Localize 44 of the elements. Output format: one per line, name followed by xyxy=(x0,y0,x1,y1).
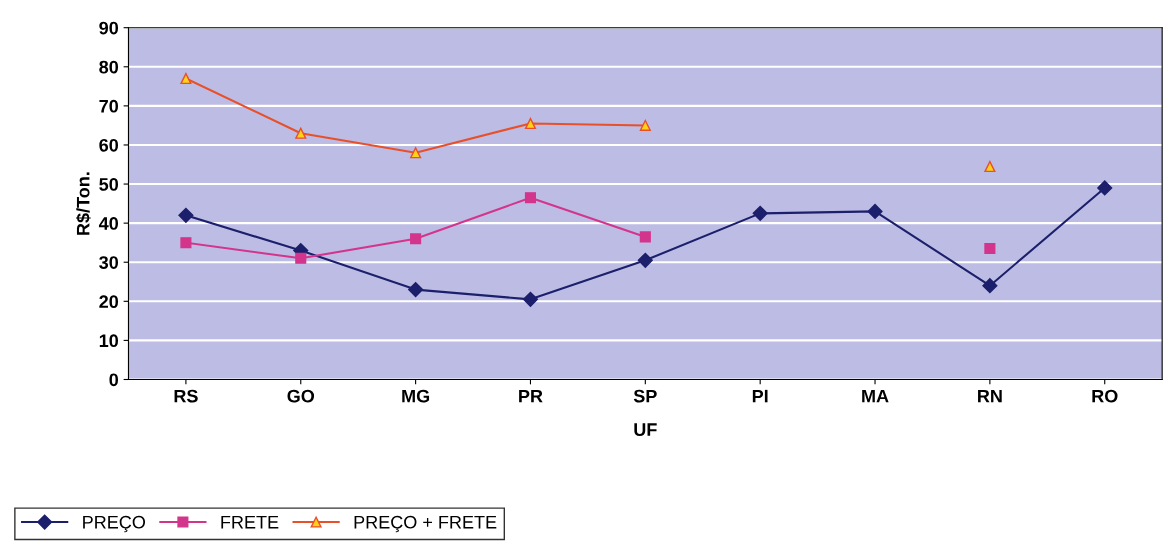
y-tick-label: 10 xyxy=(99,334,119,348)
x-tick-label: MG xyxy=(402,389,430,403)
x-tick-label: PI xyxy=(752,389,768,403)
point xyxy=(1097,180,1113,196)
point xyxy=(180,72,192,85)
y-tick-label: 90 xyxy=(99,21,119,35)
y-tick-label: 0 xyxy=(109,373,119,387)
point xyxy=(295,252,307,264)
point xyxy=(639,119,651,131)
point xyxy=(410,147,422,159)
x-tick-label: SP xyxy=(633,389,657,403)
point xyxy=(408,282,424,298)
x-tick-label: GO xyxy=(287,389,315,403)
x-tick-label: RO xyxy=(1092,389,1118,403)
point xyxy=(982,278,998,294)
point xyxy=(984,242,996,255)
y-tick-label: 40 xyxy=(98,217,119,230)
y-tick-label: 50 xyxy=(99,177,119,191)
point xyxy=(639,231,651,243)
legend-label: PREÇO + FRETE xyxy=(354,515,497,533)
x-tick-label: PR xyxy=(519,389,543,403)
point xyxy=(752,205,768,221)
point xyxy=(524,117,537,130)
point xyxy=(410,233,422,245)
y-tick-label: 30 xyxy=(99,256,119,269)
point xyxy=(178,207,194,223)
point xyxy=(867,203,883,219)
point xyxy=(180,237,192,249)
y-tick-label: 70 xyxy=(99,99,119,113)
point xyxy=(637,252,653,268)
x-tick-label: MA xyxy=(862,389,889,403)
point xyxy=(522,291,539,307)
legend-label: PREÇO xyxy=(83,515,146,533)
point xyxy=(295,127,307,139)
x-tick-label: RS xyxy=(174,389,198,403)
y-tick-label: 20 xyxy=(99,295,119,309)
y-axis-title: R$/Ton. xyxy=(75,172,91,235)
x-axis-title: UF xyxy=(634,423,657,436)
point xyxy=(984,160,996,173)
y-tick-label: 80 xyxy=(99,60,119,74)
x-tick-label: RN xyxy=(978,389,1002,403)
legend-label: FRETE xyxy=(221,515,279,529)
y-tick-label: 60 xyxy=(99,138,119,152)
point xyxy=(524,192,537,204)
